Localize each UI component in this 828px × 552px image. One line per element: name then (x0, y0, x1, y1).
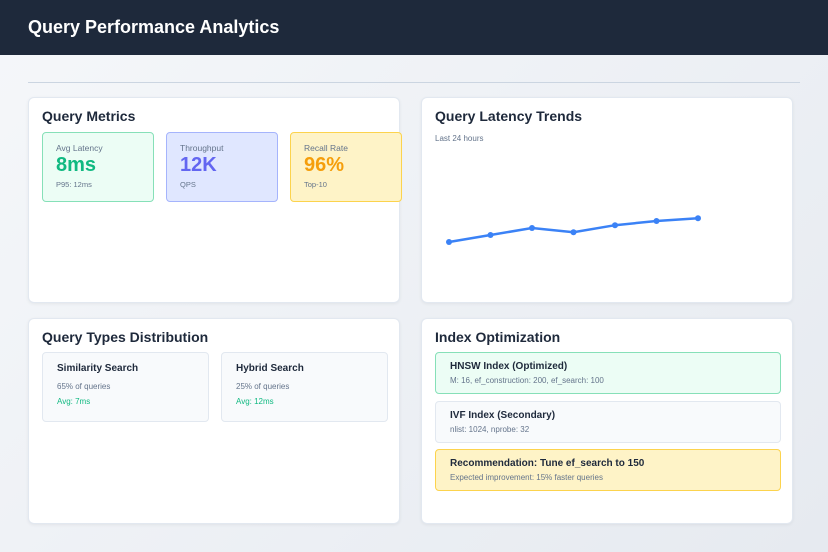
latency-line-chart (446, 215, 701, 245)
metric-throughput: Throughput 12K QPS (166, 132, 278, 202)
latency-data-point (695, 215, 701, 222)
latency-trends-card: Query Latency Trends Last 24 hours (421, 97, 793, 303)
index-detail: Expected improvement: 15% faster queries (450, 473, 603, 482)
latency-data-point (529, 225, 535, 231)
metric-sub: P95: 12ms (56, 180, 92, 189)
metric-value: 96% (304, 154, 345, 176)
index-optimization-card: Index Optimization HNSW Index (Optimized… (421, 318, 793, 524)
chart-subtitle: Last 24 hours (435, 134, 484, 143)
metric-sub: QPS (180, 180, 196, 189)
metric-avg-latency: Avg Latency 8ms P95: 12ms (42, 132, 154, 202)
index-recommendation: Recommendation: Tune ef_search to 150 Ex… (435, 449, 781, 491)
metric-label: Avg Latency (56, 143, 103, 153)
card-title: Query Metrics (42, 108, 136, 124)
index-hnsw: HNSW Index (Optimized) M: 16, ef_constru… (435, 352, 781, 394)
metric-value: 12K (180, 154, 217, 176)
query-type-name: Similarity Search (57, 363, 139, 374)
metric-value: 8ms (56, 154, 97, 176)
index-detail: nlist: 1024, nprobe: 32 (450, 425, 530, 434)
latency-data-point (653, 218, 660, 224)
latency-data-point (570, 229, 577, 236)
index-detail: M: 16, ef_construction: 200, ef_search: … (450, 376, 604, 385)
card-title: Index Optimization (435, 329, 561, 345)
query-type-hybrid: Hybrid Search 25% of queries Avg: 12ms (221, 352, 388, 422)
card-title: Query Types Distribution (42, 329, 209, 345)
latency-data-point (487, 232, 494, 238)
query-type-avg: Avg: 12ms (236, 397, 274, 406)
index-name: HNSW Index (Optimized) (450, 361, 568, 372)
divider (28, 82, 800, 83)
index-ivf: IVF Index (Secondary) nlist: 1024, nprob… (435, 401, 781, 443)
index-name: IVF Index (Secondary) (450, 410, 556, 421)
metric-sub: Top-10 (304, 180, 327, 189)
query-type-similarity: Similarity Search 65% of queries Avg: 7m… (42, 352, 209, 422)
index-name: Recommendation: Tune ef_search to 150 (450, 458, 645, 469)
metric-label: Throughput (180, 143, 224, 153)
query-type-avg: Avg: 7ms (57, 397, 91, 406)
latency-data-point (446, 239, 452, 245)
page-title: Query Performance Analytics (28, 17, 280, 37)
query-type-share: 25% of queries (236, 382, 290, 391)
metric-recall-rate: Recall Rate 96% Top-10 (290, 132, 402, 202)
query-metrics-card: Query Metrics Avg Latency 8ms P95: 12ms … (28, 97, 402, 303)
app-header: Query Performance Analytics (0, 0, 828, 55)
query-types-card: Query Types Distribution Similarity Sear… (28, 318, 400, 524)
metric-label: Recall Rate (304, 143, 348, 153)
latency-data-point (612, 222, 618, 229)
query-type-share: 65% of queries (57, 382, 111, 391)
card-title: Query Latency Trends (435, 108, 583, 124)
query-type-name: Hybrid Search (236, 363, 304, 374)
